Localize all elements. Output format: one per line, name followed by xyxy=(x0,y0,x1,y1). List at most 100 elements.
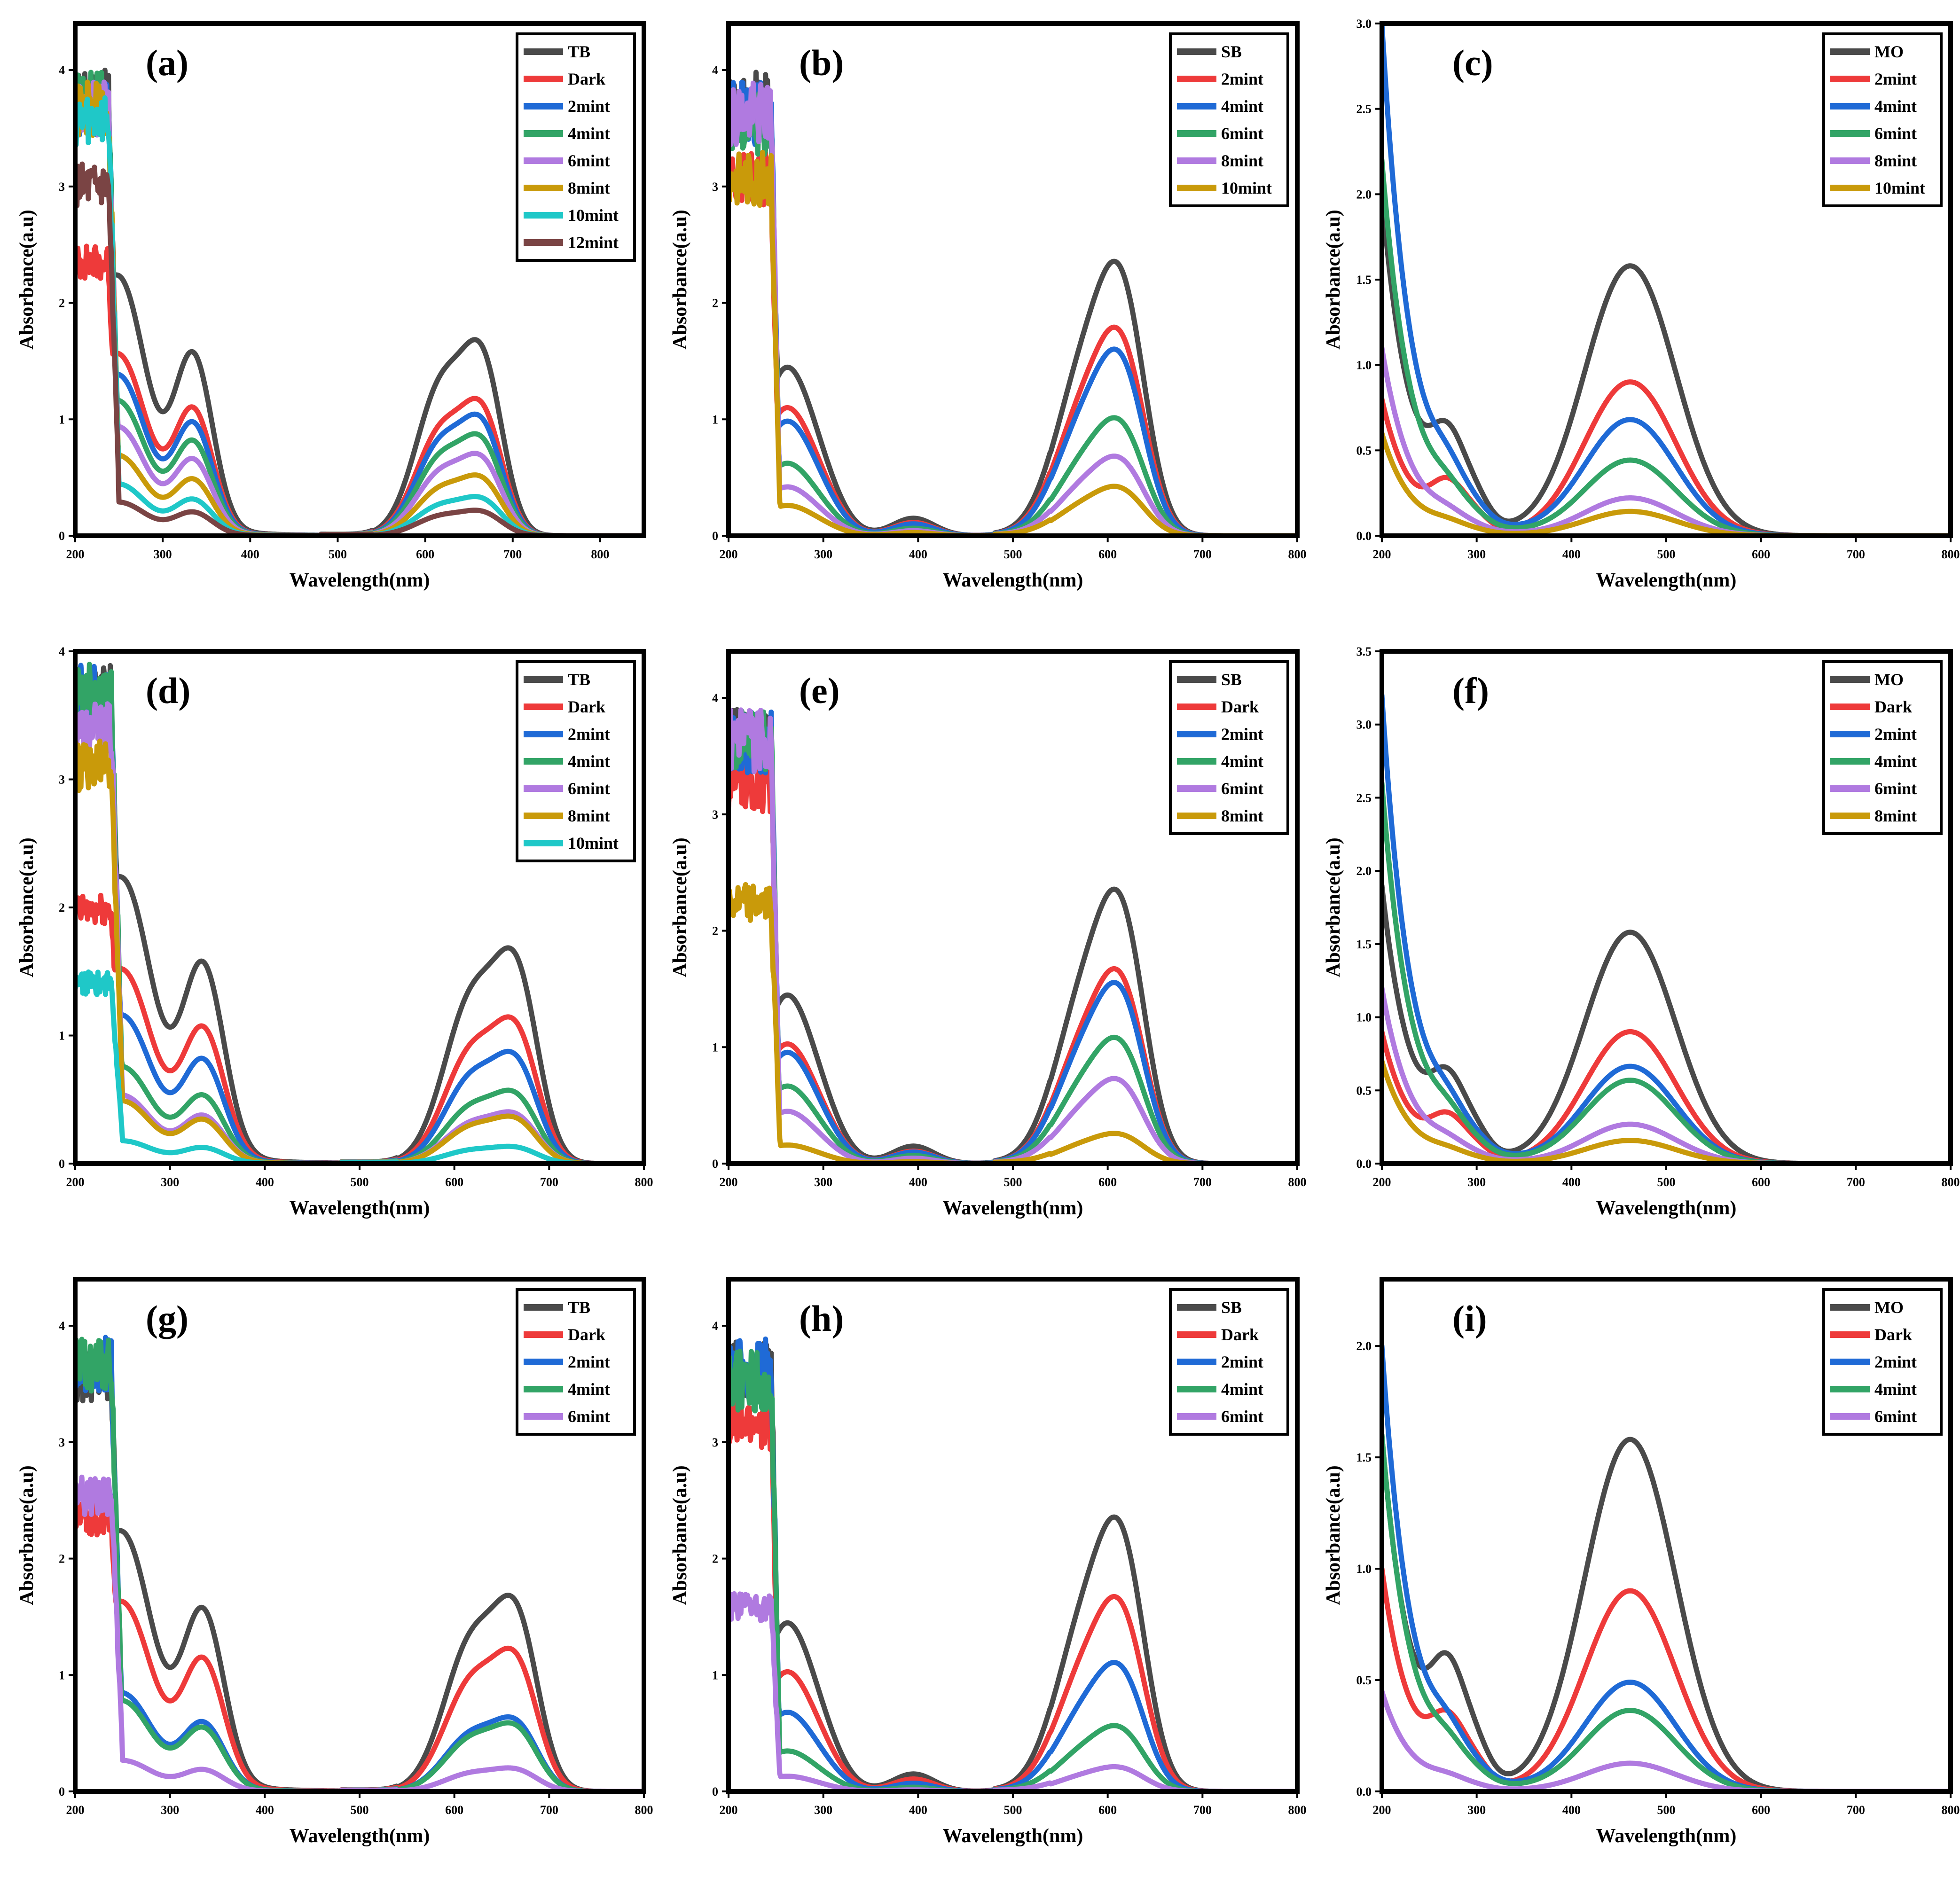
series-line xyxy=(1382,191,1951,536)
panel-label: (d) xyxy=(146,670,190,711)
x-tick-label: 300 xyxy=(1467,1175,1486,1189)
panel-label: (e) xyxy=(799,670,840,711)
x-axis-title: Wavelength(nm) xyxy=(943,570,1083,591)
y-tick-label: 0 xyxy=(712,1157,718,1171)
legend-label: TB xyxy=(568,42,590,61)
series-line xyxy=(729,882,1297,1164)
x-tick-label: 400 xyxy=(909,547,927,561)
x-tick-label: 400 xyxy=(256,1803,274,1817)
y-axis-title: Absorbance(a.u) xyxy=(1323,1465,1344,1605)
series-group xyxy=(1382,23,1951,536)
series-line xyxy=(1382,1432,1951,1791)
legend-box xyxy=(1822,32,1943,207)
legend-label: 2mint xyxy=(1221,725,1263,743)
y-tick-label: 4 xyxy=(59,645,65,658)
x-tick-label: 700 xyxy=(503,547,522,561)
x-tick-label: 500 xyxy=(1004,1175,1022,1189)
y-tick-label: 0 xyxy=(59,1157,65,1171)
y-tick-label: 0.0 xyxy=(1356,1157,1372,1171)
series-line xyxy=(1382,430,1951,536)
series-line xyxy=(1382,985,1951,1164)
legend-label: 4mint xyxy=(1874,1380,1917,1399)
x-tick-label: 800 xyxy=(1942,1175,1960,1189)
legend-label: 4mint xyxy=(1221,1380,1263,1399)
legend-label: 4mint xyxy=(1221,752,1263,771)
legend-label: 10mint xyxy=(568,834,619,852)
y-tick-label: 4 xyxy=(59,1319,65,1333)
legend-label: 2mint xyxy=(1874,725,1917,743)
legend-label: 6mint xyxy=(568,151,610,170)
x-axis-title: Wavelength(nm) xyxy=(290,1825,430,1847)
y-tick-label: 2 xyxy=(712,297,718,310)
chart-panel: 200 300 400 500 600 700 800 0 1 2 3 4 Wavelength(nm)… xyxy=(653,0,1307,628)
series-line xyxy=(1382,780,1951,1164)
panel-label: (i) xyxy=(1452,1298,1487,1339)
y-axis-title: Absorbance(a.u) xyxy=(669,1465,691,1605)
y-axis-title: Absorbance(a.u) xyxy=(1323,210,1344,350)
legend-label: Dark xyxy=(1874,1325,1912,1344)
legend-label: Dark xyxy=(1874,697,1912,716)
x-tick-label: 300 xyxy=(154,547,172,561)
legend-label: 6mint xyxy=(1874,1407,1917,1426)
chart-panel: 200 300 400 500 600 700 800 0 1 2 3 4 Wavelength(nm)… xyxy=(653,628,1307,1256)
legend-label: 10mint xyxy=(568,206,619,225)
series-group xyxy=(1382,1343,1951,1791)
y-tick-label: 1.5 xyxy=(1356,1451,1372,1464)
legend-label: SB xyxy=(1221,42,1242,61)
x-tick-label: 600 xyxy=(1098,1803,1117,1817)
y-tick-label: 4 xyxy=(712,1319,718,1333)
y-axis-title: Absorbance(a.u) xyxy=(669,837,691,977)
x-tick-label: 500 xyxy=(1657,1803,1676,1817)
chart-panel: 200 300 400 500 600 700 800 0.0 0.5 1.0 1.5 2.0 Wave… xyxy=(1307,1256,1960,1884)
x-tick-label: 200 xyxy=(66,1175,85,1189)
legend: TB Dark 2mint 4mint 6mint 8mint 10mint 12mint xyxy=(516,32,636,262)
chart-panel: 200 300 400 500 600 700 800 0 1 2 3 4 Wavelength(nm)… xyxy=(0,628,653,1256)
legend-label: MO xyxy=(1874,42,1904,61)
x-tick-label: 400 xyxy=(1562,547,1581,561)
x-tick-label: 700 xyxy=(1193,547,1212,561)
y-tick-label: 1 xyxy=(712,1668,718,1682)
x-tick-label: 700 xyxy=(1193,1803,1212,1817)
legend-label: Dark xyxy=(1221,1325,1259,1344)
y-tick-label: 3 xyxy=(712,808,718,821)
y-tick-label: 2.0 xyxy=(1356,1339,1372,1353)
x-tick-label: 300 xyxy=(814,1803,832,1817)
x-tick-label: 600 xyxy=(445,1175,463,1189)
chart-svg: 200 300 400 500 600 700 800 0.0 0.5 1.0 1.5 2.0 2.5 3… xyxy=(1323,645,1960,1219)
x-tick-label: 600 xyxy=(1098,1175,1117,1189)
series-line xyxy=(1382,692,1951,1164)
x-tick-label: 500 xyxy=(1657,1175,1676,1189)
series-line xyxy=(729,1393,1297,1791)
legend-label: 6mint xyxy=(1221,779,1263,798)
x-tick-label: 400 xyxy=(241,547,259,561)
panel-label: (b) xyxy=(799,42,844,83)
y-tick-label: 1.5 xyxy=(1356,273,1372,287)
series-line xyxy=(75,892,644,1164)
x-tick-label: 300 xyxy=(1467,1803,1486,1817)
y-tick-label: 2.5 xyxy=(1356,102,1372,116)
y-tick-label: 2.0 xyxy=(1356,864,1372,878)
x-axis-title: Wavelength(nm) xyxy=(290,1197,430,1219)
legend-label: 4mint xyxy=(568,1380,610,1399)
series-line xyxy=(1382,1058,1951,1164)
y-tick-label: 1.5 xyxy=(1356,938,1372,951)
x-tick-label: 800 xyxy=(1288,1803,1307,1817)
y-axis-title: Absorbance(a.u) xyxy=(16,837,38,977)
x-axis-title: Wavelength(nm) xyxy=(290,570,430,591)
legend: MO Dark 2mint 4mint 6mint 8mint xyxy=(1822,660,1943,835)
series-line xyxy=(729,149,1297,536)
x-tick-label: 600 xyxy=(1098,547,1117,561)
x-tick-label: 800 xyxy=(1288,1175,1307,1189)
x-tick-label: 200 xyxy=(1373,1803,1391,1817)
legend-box xyxy=(1169,660,1289,835)
y-tick-label: 2 xyxy=(712,1552,718,1566)
legend-label: 6mint xyxy=(568,779,610,798)
y-tick-label: 1 xyxy=(712,413,718,426)
y-tick-label: 3 xyxy=(712,1436,718,1449)
x-tick-label: 400 xyxy=(909,1175,927,1189)
series-line xyxy=(1382,883,1951,1164)
panel-label: (g) xyxy=(146,1298,188,1339)
legend-label: 2mint xyxy=(568,1352,610,1371)
legend-label: TB xyxy=(568,670,590,689)
